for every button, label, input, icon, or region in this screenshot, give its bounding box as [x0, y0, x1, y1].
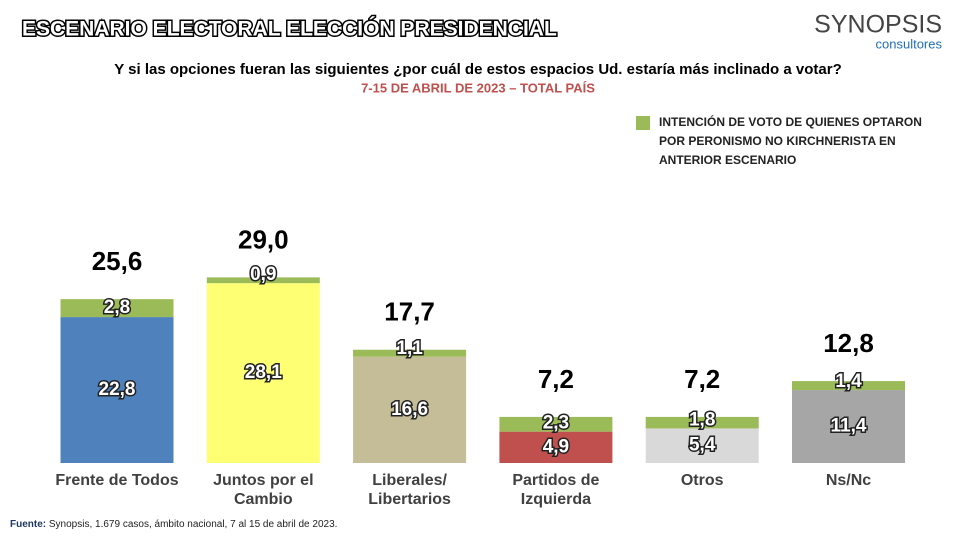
footer-label: Fuente: — [10, 519, 46, 530]
total-label: 7,2 — [538, 364, 574, 394]
bar-segment — [499, 431, 613, 463]
value-label: 1,8 — [689, 409, 715, 430]
x-tick-label: Liberales/ Libertarios — [368, 472, 451, 508]
logo: SYNOPSIS — [814, 11, 942, 39]
bar-segment — [792, 381, 905, 391]
bar-segment — [353, 356, 467, 463]
logo-sub: consultores — [876, 36, 943, 51]
bar-segment — [499, 416, 613, 432]
total-label: 25,6 — [92, 246, 143, 276]
value-label: 2,3 — [543, 413, 569, 434]
legend-label: INTENCIÓN DE VOTO DE QUIENES OPTARON POR… — [659, 115, 922, 167]
legend: INTENCIÓN DE VOTO DE QUIENES OPTARON POR… — [636, 113, 936, 170]
x-tick-label: Otros — [680, 472, 724, 489]
footer: Fuente: Synopsis, 1.679 casos, ámbito na… — [10, 519, 337, 530]
bar-segment — [60, 317, 174, 463]
footer-text: Synopsis, 1.679 casos, ámbito nacional, … — [46, 519, 337, 530]
x-tick-label: Juntos por el Cambio — [213, 472, 314, 508]
total-label: 17,7 — [384, 297, 435, 327]
x-tick-label: Ns/Nc — [825, 472, 872, 489]
value-label: 2,8 — [104, 297, 130, 318]
value-label: 0,9 — [250, 264, 276, 285]
chart-subtitle: 7-15 DE ABRIL DE 2023 – TOTAL PAÍS — [361, 80, 595, 95]
value-label: 1,1 — [396, 338, 423, 359]
value-label: 22,8 — [99, 379, 136, 400]
value-label: 4,9 — [543, 436, 569, 457]
bar-segment — [353, 349, 467, 357]
bar-segment — [645, 416, 759, 429]
bar-segment — [792, 390, 905, 463]
value-label: 16,6 — [391, 399, 428, 420]
value-label: 5,4 — [689, 435, 716, 456]
value-label: 28,1 — [245, 362, 282, 383]
total-label: 12,8 — [823, 328, 874, 358]
legend-swatch — [636, 116, 650, 130]
value-label: 11,4 — [831, 416, 867, 437]
page-title: ESCENARIO ELECTORAL ELECCIÓN PRESIDENCIA… — [22, 17, 557, 41]
chart-title: Y si las opciones fueran las siguientes … — [114, 61, 841, 78]
total-label: 29,0 — [238, 224, 289, 254]
x-tick-label: Frente de Todos — [55, 472, 179, 489]
bar-segment — [645, 428, 759, 463]
x-tick-label: Partidos de Izquierda — [512, 472, 600, 508]
value-label: 1,4 — [835, 371, 862, 392]
total-label: 7,2 — [684, 364, 720, 394]
bar-segment — [206, 283, 320, 463]
bar-segment — [206, 277, 320, 284]
bar-segment — [60, 299, 174, 318]
